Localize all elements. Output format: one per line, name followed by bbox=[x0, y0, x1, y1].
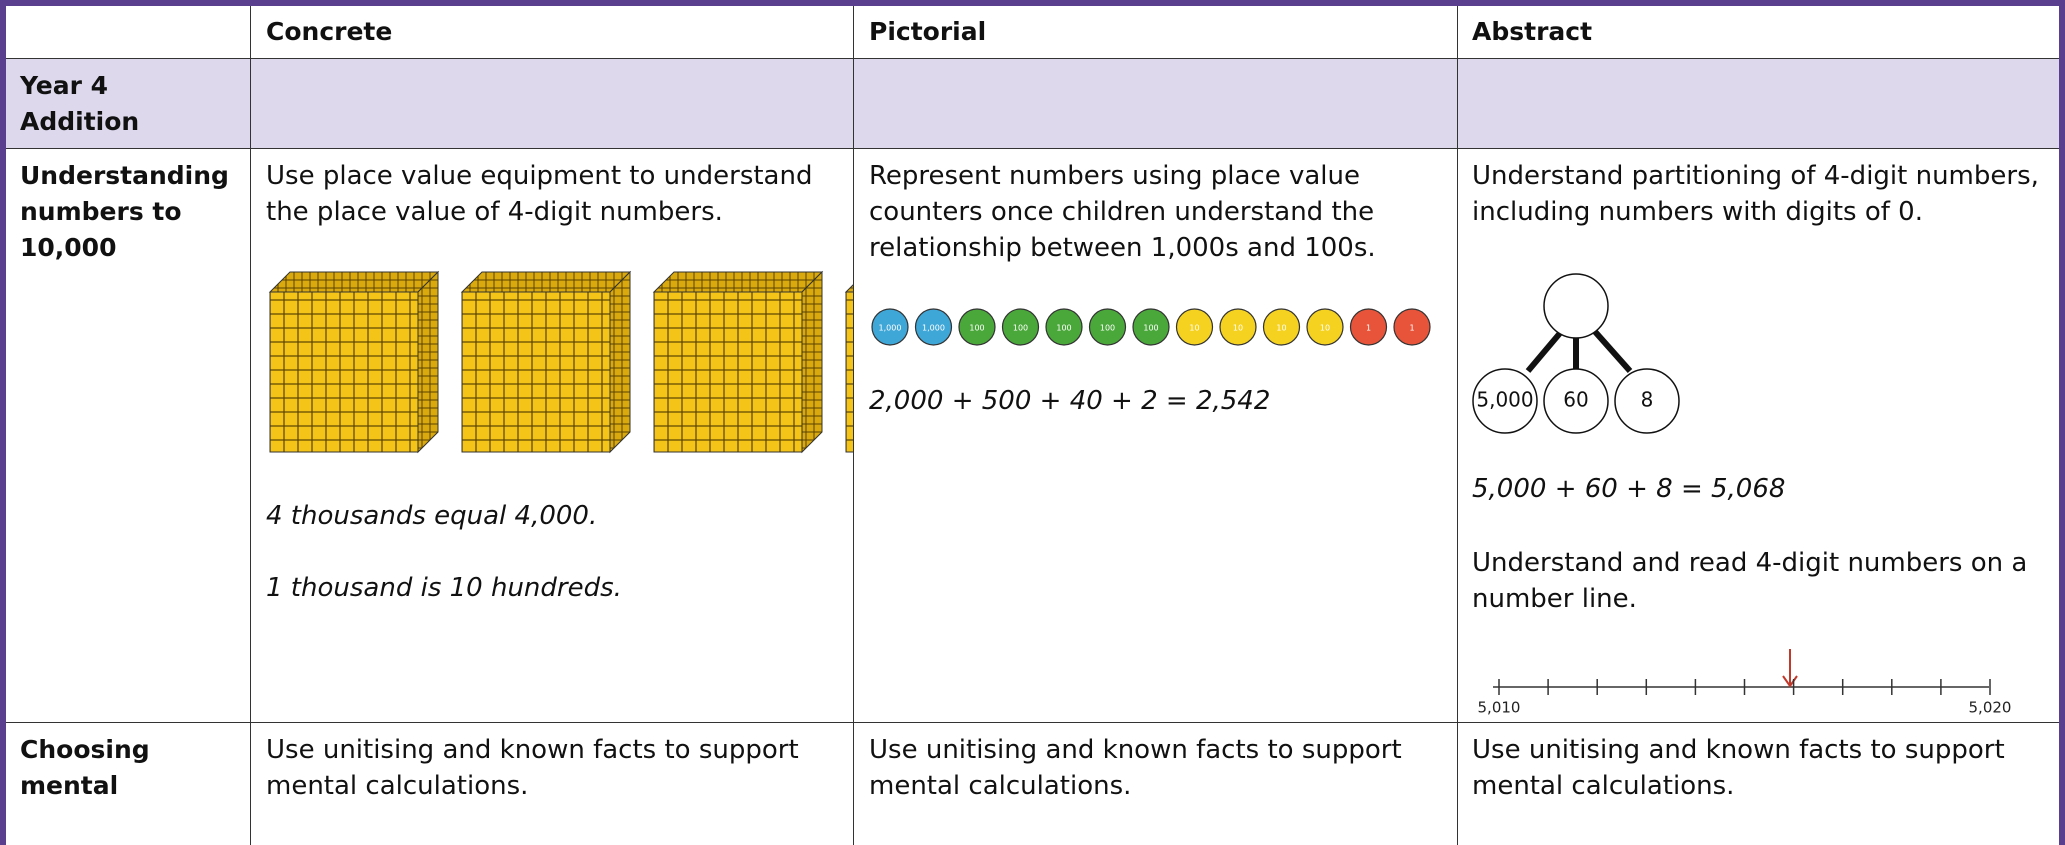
counter bbox=[1349, 308, 1388, 346]
part-label: 5,000 bbox=[1476, 388, 1533, 412]
part-whole bbox=[1472, 273, 1680, 434]
counter-label: 1 bbox=[1409, 324, 1414, 333]
graphics: 1,000 1,000 100 100 100 100 100 10 10 10 10 1 1 5,000… bbox=[269, 271, 2012, 717]
cell-text: Use place value equipment to understand … bbox=[266, 161, 813, 227]
counter bbox=[1393, 308, 1431, 346]
counter-label: 10 bbox=[1189, 324, 1199, 333]
rule bbox=[6, 58, 2059, 59]
col-header: Concrete bbox=[266, 17, 393, 46]
row-title: Understanding numbers to 10,000 bbox=[20, 161, 229, 262]
band bbox=[6, 58, 2059, 148]
cell-text: Represent numbers using place value coun… bbox=[869, 161, 1376, 263]
counter bbox=[1001, 308, 1040, 346]
counter-label: 1 bbox=[1366, 324, 1371, 333]
counter bbox=[958, 308, 996, 346]
cell-text: Use unitising and known facts to support… bbox=[869, 735, 1402, 801]
counter-label: 100 bbox=[1013, 324, 1028, 333]
counter bbox=[1219, 308, 1257, 346]
rule bbox=[250, 6, 251, 845]
counter bbox=[1262, 308, 1301, 346]
counter-label: 100 bbox=[1143, 324, 1158, 333]
cubes bbox=[269, 271, 853, 453]
counter bbox=[1088, 308, 1127, 346]
counter bbox=[1045, 308, 1083, 346]
counter-label: 1,000 bbox=[922, 324, 945, 333]
cell-text: Understand partitioning of 4-digit numbe… bbox=[1472, 161, 2039, 227]
counter-label: 100 bbox=[1100, 324, 1115, 333]
section-title: Year 4 Addition bbox=[20, 71, 140, 136]
rule bbox=[6, 722, 2059, 723]
cell-text: Understand and read 4-digit numbers on a… bbox=[1472, 548, 2028, 614]
row-title: Choosing mental bbox=[20, 735, 150, 800]
counter-label: 10 bbox=[1276, 324, 1286, 333]
counter bbox=[1132, 308, 1170, 346]
number-line bbox=[1493, 649, 1989, 688]
note: 4 thousands equal 4,000. bbox=[266, 501, 598, 531]
part-label: 8 bbox=[1641, 388, 1654, 412]
col-header: Pictorial bbox=[869, 17, 987, 46]
number-line-label: 5,010 bbox=[1478, 699, 1521, 717]
counter-label: 10 bbox=[1320, 324, 1330, 333]
part-label: 60 bbox=[1563, 388, 1588, 412]
counter-label: 1,000 bbox=[879, 324, 902, 333]
counter-label: 100 bbox=[969, 324, 984, 333]
counter bbox=[1175, 308, 1214, 346]
counter bbox=[1306, 308, 1344, 346]
cell-text: Use unitising and known facts to support… bbox=[266, 735, 799, 801]
equation: 2,000 + 500 + 40 + 2 = 2,542 bbox=[869, 386, 1271, 416]
number-line-label: 5,020 bbox=[1969, 699, 2012, 717]
equation: 5,000 + 60 + 8 = 5,068 bbox=[1472, 474, 1786, 504]
counter-label: 10 bbox=[1233, 324, 1243, 333]
rule bbox=[6, 148, 2059, 149]
col-header: Abstract bbox=[1472, 17, 1593, 46]
cell-text: Use unitising and known facts to support… bbox=[1472, 735, 2005, 801]
note: 1 thousand is 10 hundreds. bbox=[266, 573, 622, 603]
rule bbox=[1457, 6, 1458, 845]
counter bbox=[871, 308, 909, 346]
rule bbox=[853, 6, 854, 845]
counter bbox=[914, 308, 953, 346]
counter-label: 100 bbox=[1056, 324, 1071, 333]
